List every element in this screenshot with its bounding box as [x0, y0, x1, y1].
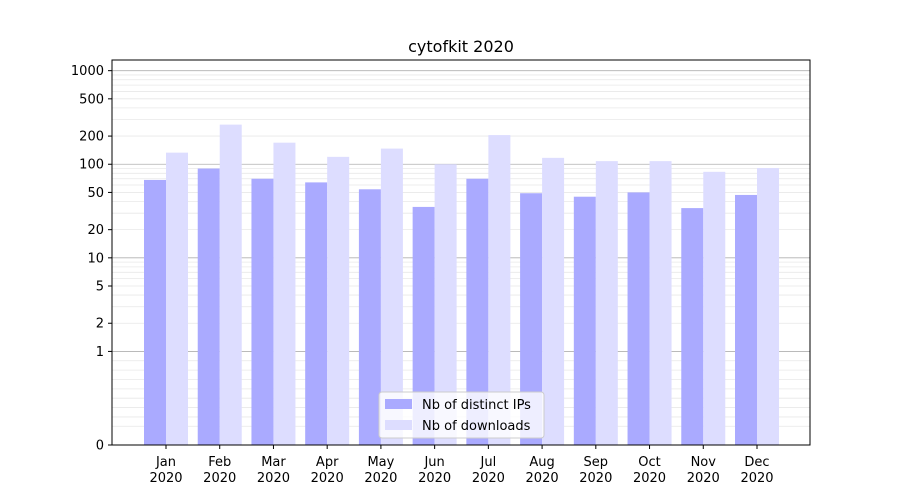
- bar-distinct-ips: [305, 182, 328, 445]
- bar-downloads: [649, 161, 672, 445]
- y-tick-label: 200: [79, 130, 104, 145]
- x-tick-label-year: 2020: [311, 471, 344, 486]
- bar-distinct-ips: [681, 208, 704, 445]
- y-tick-label: 1000: [71, 64, 104, 79]
- bar-downloads: [273, 142, 296, 445]
- x-tick-label-year: 2020: [472, 471, 505, 486]
- x-tick-label-month: Apr: [316, 455, 339, 470]
- bar-distinct-ips: [251, 178, 274, 446]
- x-tick-label-month: Dec: [744, 455, 769, 470]
- bar-distinct-ips: [466, 178, 489, 446]
- x-tick-label-month: Mar: [261, 455, 286, 470]
- x-tick-label-year: 2020: [149, 471, 182, 486]
- bar-distinct-ips: [573, 196, 596, 445]
- bars: [144, 124, 779, 446]
- legend-swatch: [385, 399, 412, 409]
- y-axis: 0 1 2 5 10 20 50 100 200 500 1000: [71, 64, 112, 454]
- bar-distinct-ips: [144, 179, 166, 445]
- legend-label: Nb of downloads: [422, 419, 531, 434]
- x-tick-label-year: 2020: [203, 471, 236, 486]
- y-tick-label: 20: [87, 223, 104, 238]
- x-tick-label-month: Feb: [208, 455, 231, 470]
- y-tick-label: 5: [96, 280, 104, 295]
- y-tick-label: 100: [79, 158, 104, 173]
- x-tick-label-month: Jun: [423, 455, 444, 470]
- bar-downloads: [434, 164, 457, 445]
- y-tick-label: 0: [96, 439, 104, 454]
- x-tick-label-month: Sep: [584, 455, 609, 470]
- x-tick-label-year: 2020: [257, 471, 290, 486]
- x-tick-label-year: 2020: [526, 471, 559, 486]
- bar-distinct-ips: [735, 194, 757, 445]
- x-tick-label-year: 2020: [633, 471, 666, 486]
- legend-label: Nb of distinct IPs: [422, 398, 531, 413]
- bar-distinct-ips: [197, 168, 220, 445]
- y-tick-label: 500: [79, 92, 104, 107]
- y-tick-label: 10: [87, 251, 104, 266]
- bar-downloads: [327, 156, 350, 446]
- bar-downloads: [595, 161, 618, 445]
- y-tick-label: 50: [87, 186, 104, 201]
- x-tick-label-year: 2020: [418, 471, 451, 486]
- chart-title: cytofkit 2020: [408, 37, 514, 56]
- bar-distinct-ips: [520, 193, 543, 445]
- x-axis: Jan2020Feb2020Mar2020Apr2020May2020Jun20…: [149, 445, 774, 486]
- bar-downloads: [380, 148, 403, 445]
- bar-distinct-ips: [358, 189, 381, 445]
- legend-box: [378, 391, 545, 439]
- bar-downloads: [488, 135, 511, 445]
- x-tick-label-month: Oct: [638, 455, 660, 470]
- x-tick-label-month: Aug: [529, 455, 554, 470]
- x-tick-label-year: 2020: [364, 471, 397, 486]
- y-tick-label: 1: [96, 345, 104, 360]
- x-tick-label-month: May: [367, 455, 394, 470]
- x-tick-label-month: Jul: [480, 455, 497, 470]
- y-tick-label: 2: [96, 317, 104, 332]
- bar-downloads: [166, 152, 188, 445]
- bar-downloads: [703, 171, 726, 445]
- x-tick-label-year: 2020: [687, 471, 720, 486]
- legend-swatch: [385, 420, 412, 430]
- bar-distinct-ips: [627, 192, 650, 445]
- x-tick-label-year: 2020: [740, 471, 773, 486]
- bar-downloads: [219, 124, 242, 445]
- x-tick-label-month: Jan: [155, 455, 176, 470]
- bar-downloads: [542, 157, 565, 446]
- plot-frame: [111, 59, 811, 446]
- x-tick-label-year: 2020: [579, 471, 612, 486]
- legend: Nb of distinct IPs Nb of downloads: [378, 391, 545, 439]
- x-tick-label-month: Nov: [691, 455, 717, 470]
- bar-downloads: [757, 168, 779, 445]
- bar-distinct-ips: [412, 206, 435, 445]
